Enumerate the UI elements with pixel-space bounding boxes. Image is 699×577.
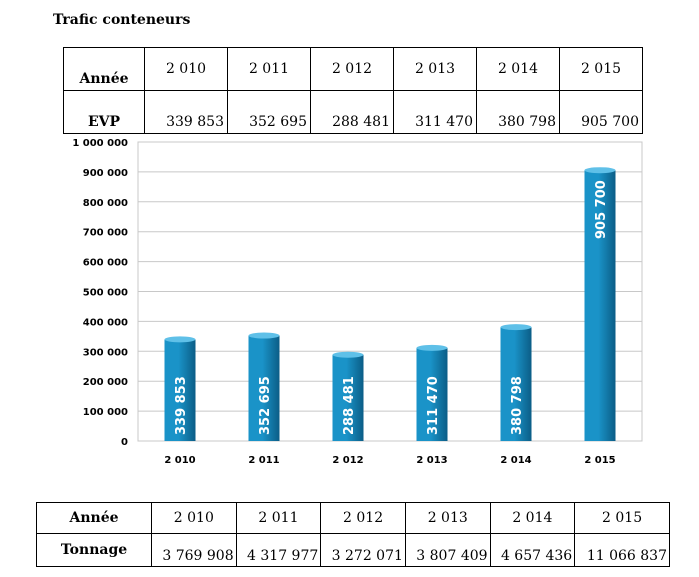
x-tick-label: 2 012 bbox=[332, 455, 363, 466]
bar-data-label: 339 853 bbox=[174, 376, 189, 435]
evp-year-cell: 2 014 bbox=[476, 47, 560, 91]
y-tick-label: 800 000 bbox=[83, 198, 128, 209]
bar-data-label: 311 470 bbox=[426, 376, 441, 435]
tonnage-year-cell: 2 011 bbox=[235, 502, 322, 534]
bar-cap bbox=[584, 167, 616, 174]
page-title: Trafic conteneurs bbox=[53, 12, 191, 28]
y-tick-label: 500 000 bbox=[83, 288, 128, 299]
evp-year-row-label: Année bbox=[63, 47, 145, 91]
y-tick-label: 300 000 bbox=[83, 347, 128, 358]
tonnage-year-row-label: Année bbox=[36, 502, 152, 534]
tonnage-year-cell: 2 015 bbox=[574, 502, 670, 534]
chart-container: 0 100 000 200 000 300 000 400 000 500 000 600 … bbox=[0, 128, 699, 488]
x-axis-ticks: 2 010 2 011 2 012 2 013 2 014 2 015 bbox=[164, 455, 615, 466]
bar-data-label: 288 481 bbox=[342, 376, 357, 435]
tonnage-value-cell: 3 769 908 bbox=[151, 533, 237, 567]
tonnage-value-cell: 3 807 409 bbox=[404, 533, 491, 567]
bar bbox=[164, 339, 196, 441]
y-axis-ticks: 0 100 000 200 000 300 000 400 000 500 000 600 … bbox=[72, 138, 128, 448]
evp-value-cell: 339 853 bbox=[144, 90, 228, 134]
bar-cap bbox=[416, 344, 448, 351]
evp-year-cell: 2 010 bbox=[144, 47, 228, 91]
bar-data-label: 380 798 bbox=[510, 376, 525, 435]
evp-year-row: Année 2 010 2 011 2 012 2 013 2 014 2 01… bbox=[63, 47, 643, 91]
evp-table: Année 2 010 2 011 2 012 2 013 2 014 2 01… bbox=[63, 47, 643, 134]
tonnage-year-row: Année 2 010 2 011 2 012 2 013 2 014 2 01… bbox=[36, 502, 670, 534]
y-tick-label: 200 000 bbox=[83, 377, 128, 388]
tonnage-value-cell: 11 066 837 bbox=[574, 533, 670, 567]
tonnage-value-row: Tonnage 3 769 908 4 317 977 3 272 071 3 … bbox=[36, 533, 670, 567]
x-tick-label: 2 014 bbox=[500, 455, 531, 466]
tonnage-year-cell: 2 010 bbox=[151, 502, 237, 534]
x-tick-label: 2 010 bbox=[164, 455, 195, 466]
bar bbox=[332, 354, 364, 441]
tonnage-year-cell: 2 014 bbox=[489, 502, 576, 534]
tonnage-year-cell: 2 012 bbox=[320, 502, 406, 534]
y-tick-label: 400 000 bbox=[83, 317, 128, 328]
y-tick-label: 100 000 bbox=[83, 407, 128, 418]
evp-value-row: EVP 339 853 352 695 288 481 311 470 380 … bbox=[63, 90, 643, 134]
evp-year-cell: 2 015 bbox=[559, 47, 643, 91]
evp-year-cell: 2 012 bbox=[310, 47, 394, 91]
evp-year-cell: 2 013 bbox=[393, 47, 477, 91]
evp-value-cell: 905 700 bbox=[559, 90, 643, 134]
evp-year-cell: 2 011 bbox=[227, 47, 311, 91]
tonnage-value-cell: 4 317 977 bbox=[235, 533, 322, 567]
bar-cap bbox=[164, 336, 196, 343]
y-tick-label: 700 000 bbox=[83, 228, 128, 239]
bar-cap bbox=[248, 332, 280, 339]
tonnage-year-cell: 2 013 bbox=[404, 502, 491, 534]
bar bbox=[416, 347, 448, 441]
bar-cap bbox=[332, 351, 364, 358]
y-tick-label: 900 000 bbox=[83, 168, 128, 179]
bar-chart: 0 100 000 200 000 300 000 400 000 500 000 600 … bbox=[72, 138, 643, 466]
gridlines bbox=[138, 141, 642, 412]
bar-data-label: 905 700 bbox=[594, 180, 609, 239]
tonnage-value-cell: 4 657 436 bbox=[489, 533, 576, 567]
bar bbox=[584, 170, 616, 441]
y-tick-label: 600 000 bbox=[83, 258, 128, 269]
y-tick-label: 0 bbox=[121, 437, 128, 448]
bar bbox=[500, 327, 532, 441]
tonnage-table: Année 2 010 2 011 2 012 2 013 2 014 2 01… bbox=[36, 502, 670, 567]
bar-data-label: 352 695 bbox=[258, 376, 273, 435]
evp-value-row-label: EVP bbox=[63, 90, 145, 134]
x-tick-label: 2 011 bbox=[248, 455, 279, 466]
bars: 339 853 352 695 288 481 311 470 380 798 905 7… bbox=[164, 167, 616, 441]
tonnage-value-row-label: Tonnage bbox=[36, 533, 152, 567]
y-tick-label: 1 000 000 bbox=[72, 138, 128, 149]
tonnage-value-cell: 3 272 071 bbox=[320, 533, 406, 567]
x-tick-label: 2 015 bbox=[584, 455, 615, 466]
evp-value-cell: 288 481 bbox=[310, 90, 394, 134]
x-tick-label: 2 013 bbox=[416, 455, 447, 466]
bar bbox=[248, 335, 280, 441]
bar-cap bbox=[500, 324, 532, 331]
